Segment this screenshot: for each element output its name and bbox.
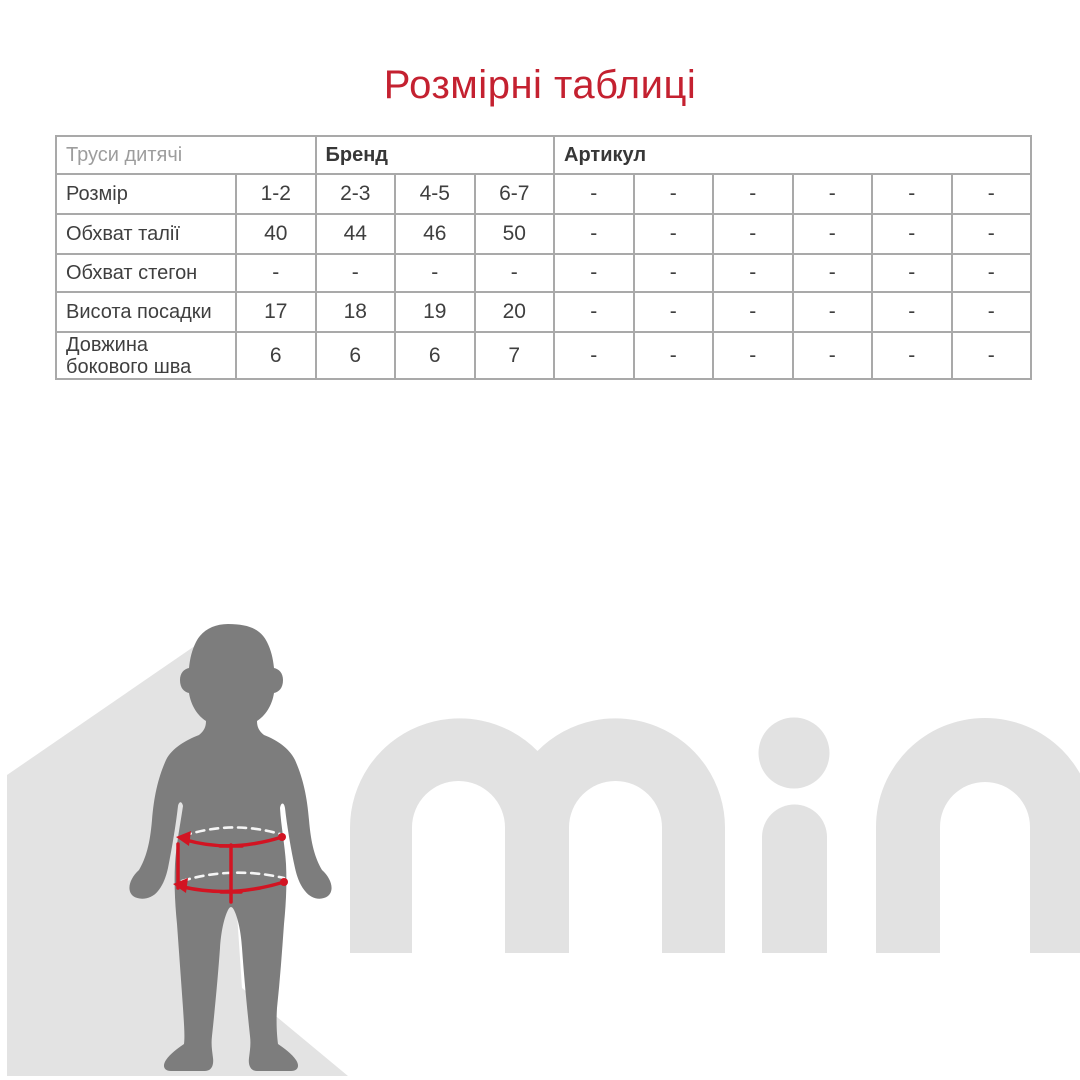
table-cell: 4-5 (394, 173, 476, 215)
brand-header-cell: Бренд (314, 135, 556, 175)
table-cell: - (791, 253, 874, 293)
table-cell: - (871, 213, 953, 255)
watermark-letter-i-dot (758, 717, 830, 789)
table-cell: - (632, 291, 715, 333)
table-row: Довжина бокового шва 6 6 6 7- - - - - - (55, 331, 1033, 380)
table-cell: - (553, 173, 635, 215)
table-cell: - (950, 173, 1033, 215)
table-cell: - (553, 253, 635, 293)
article-header-cell: Артикул (553, 135, 1033, 175)
watermark-letter-i-stem (762, 804, 827, 953)
table-cell: - (473, 253, 556, 293)
table-cell: - (712, 331, 794, 380)
waist-dashed-ellipse (181, 826, 282, 838)
table-cell: - (553, 213, 635, 255)
watermark-letter-m (350, 718, 725, 953)
table-cell: - (950, 213, 1033, 255)
rise-height-line (218, 843, 244, 904)
measurement-annotations (173, 826, 288, 904)
table-header-row: Труси дитячі Бренд Артикул (55, 135, 1033, 175)
table-cell: 7 (473, 331, 556, 380)
table-cell: 6 (314, 331, 397, 380)
table-cell: - (553, 291, 635, 333)
table-cell: - (950, 253, 1033, 293)
table-cell: 19 (394, 291, 476, 333)
child-silhouette (129, 624, 332, 1071)
table-cell: - (791, 173, 874, 215)
table-cell: 40 (235, 213, 317, 255)
table-cell: 17 (235, 291, 317, 333)
table-cell: - (871, 253, 953, 293)
table-cell: - (950, 331, 1033, 380)
table-cell: - (712, 291, 794, 333)
background-banner-shape (7, 630, 348, 1076)
table-cell: - (632, 331, 715, 380)
waist-measure-arrow (176, 831, 286, 848)
table-cell: 2-3 (314, 173, 397, 215)
size-table: Труси дитячі Бренд Артикул Розмір 1-2 2-3 4… (55, 135, 1033, 380)
table-cell: - (871, 291, 953, 333)
table-row: Обхват талії 40 44 46 50- - - - - - (55, 213, 1033, 255)
table-row: Висота посадки 17 18 19 20- - - - - - (55, 291, 1033, 333)
row-label: Висота посадки (55, 291, 237, 333)
table-cell: - (632, 253, 715, 293)
table-cell: - (791, 331, 874, 380)
table-cell: 50 (473, 213, 556, 255)
watermark-letter-n (876, 718, 1080, 953)
table-cell: - (712, 253, 794, 293)
row-label: Обхват талії (55, 213, 237, 255)
table-row: Розмір 1-2 2-3 4-5 6-7- - - - - - (55, 173, 1033, 215)
row-label: Довжина бокового шва (55, 331, 237, 380)
table-cell: 18 (314, 291, 397, 333)
page-title: Розмірні таблиці (383, 63, 697, 107)
hips-measure-arrow (173, 878, 288, 894)
table-cell: 6-7 (473, 173, 556, 215)
table-cell: 6 (394, 331, 476, 380)
table-cell: - (235, 253, 317, 293)
table-cell: - (394, 253, 476, 293)
table-cell: - (632, 213, 715, 255)
table-cell: 6 (235, 331, 317, 380)
table-cell: - (712, 213, 794, 255)
table-cell: - (871, 331, 953, 380)
watermark-min-logo (350, 717, 1080, 953)
table-cell: 20 (473, 291, 556, 333)
table-cell: - (871, 173, 953, 215)
product-name-cell: Труси дитячі (55, 135, 317, 175)
table-cell: - (791, 213, 874, 255)
table-cell: - (632, 173, 715, 215)
table-cell: 1-2 (235, 173, 317, 215)
table-row: Обхват стегон - - - - - - - - - - (55, 253, 1033, 293)
row-label: Обхват стегон (55, 253, 237, 293)
table-cell: - (712, 173, 794, 215)
table-cell: - (553, 331, 635, 380)
table-cell: - (950, 291, 1033, 333)
hips-dashed-ellipse (180, 871, 286, 883)
table-cell: 44 (314, 213, 397, 255)
table-cell: 46 (394, 213, 476, 255)
table-cell: - (314, 253, 397, 293)
table-cell: - (791, 291, 874, 333)
row-label: Розмір (55, 173, 237, 215)
